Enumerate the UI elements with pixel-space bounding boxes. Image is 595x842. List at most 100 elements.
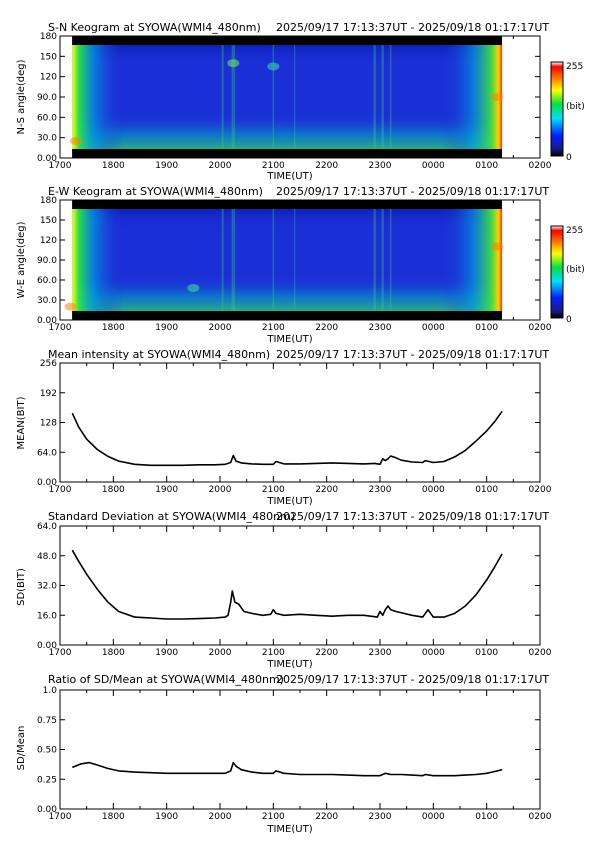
x-tick-label: 0200 <box>529 812 552 822</box>
y-tick-label: 48.0 <box>37 552 57 562</box>
ew-keogram-image <box>64 200 504 320</box>
x-tick-label: 1800 <box>102 812 125 822</box>
std-dev-time-range: 2025/09/17 17:13:37UT - 2025/09/18 01:17… <box>276 510 549 523</box>
colorbar-min-label: 0 <box>566 153 572 163</box>
x-tick-label: 2100 <box>262 485 285 495</box>
series-line <box>72 761 503 777</box>
y-tick-label: 180 <box>40 196 57 206</box>
x-tick-label: 2000 <box>209 485 232 495</box>
x-tick-label: 2300 <box>369 812 392 822</box>
sn-keogram-title: S-N Keogram at SYOWA(WMI4_480nm) <box>48 21 261 34</box>
keogram-top-mask <box>72 36 503 45</box>
y-tick-label: 0.50 <box>37 746 57 756</box>
keogram-streak-2 <box>272 45 275 149</box>
std-dev-plot <box>71 549 503 620</box>
keogram-streak-3 <box>294 209 296 311</box>
y-tick-label: 150 <box>40 52 57 62</box>
x-tick-label: 1700 <box>49 812 72 822</box>
x-tick-label: 2100 <box>262 323 285 333</box>
x-tick-label: 0100 <box>475 812 498 822</box>
x-tick-label: 0200 <box>529 485 552 495</box>
ew-keogram-title: E-W Keogram at SYOWA(WMI4_480nm) <box>48 185 263 198</box>
keogram-feature-1 <box>187 284 200 292</box>
x-tick-label: 1700 <box>49 161 72 171</box>
x-tick-label: 0000 <box>422 648 445 658</box>
ratio-ylabel: SD/Mean <box>16 726 27 771</box>
y-tick-label: 0.00 <box>37 478 57 488</box>
colorbar-gradient <box>550 61 564 157</box>
keogram-streak-0 <box>221 45 224 149</box>
y-tick-label: 180 <box>40 32 57 42</box>
keogram-streak-4 <box>373 45 376 149</box>
y-tick-label: 16.0 <box>37 611 57 621</box>
x-tick-label: 2200 <box>315 648 338 658</box>
y-tick-label: 60.0 <box>37 276 57 286</box>
x-tick-label: 0200 <box>529 323 552 333</box>
ew-keogram-colorbar: 255 (bit) 0 <box>550 225 585 325</box>
x-tick-label: 1900 <box>155 161 178 171</box>
ratio-xlabel: TIME(UT) <box>266 824 312 835</box>
keogram-streak-3 <box>294 45 296 149</box>
x-tick-label: 2000 <box>209 161 232 171</box>
x-tick-label: 2200 <box>315 161 338 171</box>
mean-intensity-plot <box>71 410 503 467</box>
x-tick-label: 2000 <box>209 812 232 822</box>
y-tick-label: 256 <box>40 359 57 369</box>
y-tick-label: 30.0 <box>37 134 57 144</box>
keogram-streak-4 <box>373 209 376 311</box>
y-tick-label: 128 <box>40 419 57 429</box>
ratio-time-range: 2025/09/17 17:13:37UT - 2025/09/18 01:17… <box>276 673 549 686</box>
x-tick-label: 1900 <box>155 323 178 333</box>
std-dev-title: Standard Deviation at SYOWA(WMI4_480nm) <box>48 510 295 523</box>
keogram-streak-1 <box>231 45 236 149</box>
y-tick-label: 0.25 <box>37 775 57 785</box>
keogram-feature-1 <box>227 59 240 68</box>
std-dev-panel: Standard Deviation at SYOWA(WMI4_480nm) … <box>16 510 552 670</box>
keogram-bottom-mask <box>72 311 503 320</box>
colorbar-max-label: 255 <box>566 62 583 72</box>
y-tick-label: 32.0 <box>37 582 57 592</box>
colorbar-unit-label: (bit) <box>566 265 585 275</box>
y-tick-label: 90.0 <box>37 93 57 103</box>
mean-intensity-xlabel: TIME(UT) <box>266 496 312 507</box>
sn-keogram-panel: S-N Keogram at SYOWA(WMI4_480nm) 2025/09… <box>16 21 585 182</box>
keogram-edge-glow <box>72 45 503 149</box>
mean-intensity-time-range: 2025/09/17 17:13:37UT - 2025/09/18 01:17… <box>276 348 549 361</box>
series-line <box>71 549 503 620</box>
keogram-top-mask <box>72 200 503 209</box>
x-tick-label: 0000 <box>422 485 445 495</box>
mean-intensity-title: Mean intensity at SYOWA(WMI4_480nm) <box>48 348 270 361</box>
x-tick-label: 0200 <box>529 648 552 658</box>
ratio-title: Ratio of SD/Mean at SYOWA(WMI4_480nm) <box>48 673 284 686</box>
x-tick-label: 1700 <box>49 485 72 495</box>
x-tick-label: 2100 <box>262 648 285 658</box>
x-tick-label: 0200 <box>529 161 552 171</box>
mean-intensity-panel: Mean intensity at SYOWA(WMI4_480nm) 2025… <box>16 348 552 507</box>
x-tick-label: 1700 <box>49 648 72 658</box>
y-tick-label: 0.00 <box>37 154 57 164</box>
y-tick-label: 64.0 <box>37 522 57 532</box>
y-tick-label: 60.0 <box>37 113 57 123</box>
keogram-feature-2 <box>267 62 280 71</box>
y-tick-label: 0.00 <box>37 805 57 815</box>
y-tick-label: 0.00 <box>37 316 57 326</box>
colorbar-gradient <box>550 225 564 319</box>
x-tick-label: 0000 <box>422 812 445 822</box>
sn-keogram-colorbar: 255 (bit) 0 <box>550 61 585 163</box>
std-dev-ylabel: SD(BIT) <box>16 568 27 606</box>
x-tick-label: 1800 <box>102 648 125 658</box>
keogram-feature-2 <box>491 242 504 251</box>
ratio-panel: Ratio of SD/Mean at SYOWA(WMI4_480nm) 20… <box>16 673 552 835</box>
x-tick-label: 0000 <box>422 323 445 333</box>
keogram-edge-glow <box>72 209 503 311</box>
sn-keogram-image <box>70 36 504 158</box>
y-tick-label: 120 <box>40 236 57 246</box>
y-tick-label: 90.0 <box>37 256 57 266</box>
y-tick-label: 30.0 <box>37 296 57 306</box>
std-dev-xlabel: TIME(UT) <box>266 659 312 670</box>
x-tick-label: 1900 <box>155 648 178 658</box>
keogram-feature-0 <box>64 302 77 311</box>
keogram-streak-2 <box>272 209 275 311</box>
mean-intensity-ylabel: MEAN(BIT) <box>16 396 27 449</box>
y-tick-label: 150 <box>40 216 57 226</box>
